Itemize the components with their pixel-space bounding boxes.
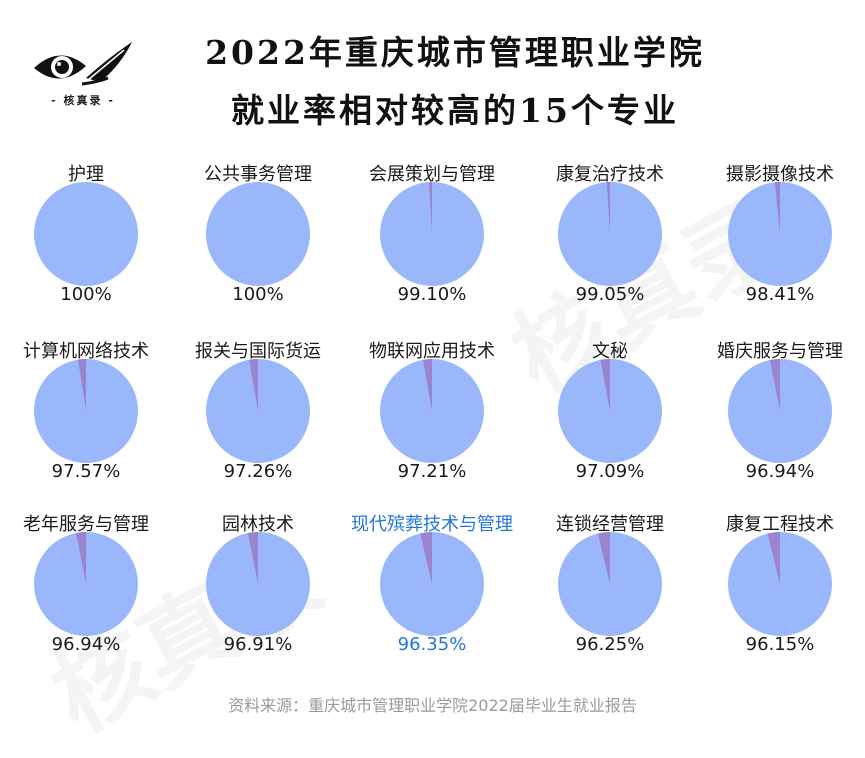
pie-slice-remainder (247, 532, 258, 584)
pie-title: 会展策划与管理 (369, 164, 495, 185)
pie-value-label: 97.26% (223, 461, 293, 482)
pie-slice-remainder (606, 182, 610, 234)
pie-cell: 康复治疗技术 99.05% (524, 160, 696, 310)
page-title-line-2: 就业率相对较高的15个专业 (231, 91, 679, 130)
pie-chart (728, 359, 832, 463)
pie-chart (558, 182, 662, 286)
pie-slice-remainder (420, 532, 432, 584)
pie-title: 园林技术 (222, 514, 294, 535)
pie-title: 婚庆服务与管理 (717, 341, 843, 362)
pie-value-label: 96.94% (745, 461, 815, 482)
page-title-line-1: 2022年重庆城市管理职业学院 (205, 33, 705, 72)
pie-cell: 计算机网络技术 97.57% (0, 337, 172, 487)
pie-chart (558, 359, 662, 463)
pie-title: 报关与国际货运 (195, 341, 321, 362)
pie-title: 计算机网络技术 (23, 341, 149, 362)
pie-title: 公共事务管理 (204, 164, 312, 185)
pie-cell: 摄影摄像技术 98.41% (694, 160, 865, 310)
pie-slice-remainder (78, 359, 86, 411)
pie-cell: 连锁经营管理 96.25% (524, 510, 696, 660)
logo-text: - 核真录 - (51, 94, 115, 107)
pie-title: 文秘 (592, 341, 628, 362)
pie-value-label: 99.10% (397, 284, 467, 305)
pie-chart (206, 532, 310, 636)
pie-value-label: 97.21% (397, 461, 467, 482)
pie-value-label: 96.25% (575, 634, 645, 655)
pie-cell: 老年服务与管理 96.94% (0, 510, 172, 660)
pie-chart (380, 359, 484, 463)
pie-slice-remainder (429, 182, 432, 234)
pie-value-label: 96.94% (51, 634, 121, 655)
pie-slice-remainder (422, 359, 432, 411)
pie-cell: 报关与国际货运 97.26% (172, 337, 344, 487)
pie-title: 老年服务与管理 (23, 514, 149, 535)
pie-value-label: 97.57% (51, 461, 121, 482)
pie-cell: 现代殡葬技术与管理 96.35% (346, 510, 518, 660)
pie-chart (34, 182, 138, 286)
pie-value-label: 98.41% (745, 284, 815, 305)
pie-chart (728, 532, 832, 636)
logo: - 核真录 - (28, 38, 138, 110)
pie-title: 现代殡葬技术与管理 (351, 514, 513, 535)
source-note: 资料来源：重庆城市管理职业学院2022届毕业生就业报告 (228, 696, 637, 715)
pie-value-label: 96.35% (397, 634, 467, 655)
pie-slice-remainder (600, 359, 610, 411)
pie-cell: 康复工程技术 96.15% (694, 510, 865, 660)
pie-cell: 会展策划与管理 99.10% (346, 160, 518, 310)
pie-title: 摄影摄像技术 (726, 164, 834, 185)
pie-cell: 物联网应用技术 97.21% (346, 337, 518, 487)
pie-chart (206, 359, 310, 463)
pie-slice-remainder (249, 359, 258, 411)
pie-slice-remainder (76, 532, 86, 584)
pie-chart (34, 359, 138, 463)
pie-title: 康复治疗技术 (556, 164, 664, 185)
pie-cell: 婚庆服务与管理 96.94% (694, 337, 865, 487)
pie-value-label: 99.05% (575, 284, 645, 305)
pie-chart (558, 532, 662, 636)
pie-cell: 园林技术 96.91% (172, 510, 344, 660)
pie-value-label: 97.09% (575, 461, 645, 482)
pie-slice-remainder (597, 532, 610, 584)
pie-slice-remainder (774, 182, 780, 234)
pie-chart (728, 182, 832, 286)
pie-cell: 护理 100% (0, 160, 172, 310)
pie-slice-remainder (767, 532, 780, 584)
pie-title: 康复工程技术 (726, 514, 834, 535)
pie-value-label: 96.15% (745, 634, 815, 655)
pie-slice-main (34, 182, 138, 286)
pie-chart (206, 182, 310, 286)
pie-value-label: 96.91% (223, 634, 293, 655)
pie-title: 物联网应用技术 (369, 341, 495, 362)
pie-chart (34, 532, 138, 636)
pie-chart (380, 182, 484, 286)
pie-title: 护理 (68, 164, 104, 185)
pie-slice-main (206, 182, 310, 286)
pie-value-label: 100% (60, 284, 112, 305)
pie-slice-remainder (770, 359, 780, 411)
pie-value-label: 100% (232, 284, 284, 305)
pie-cell: 公共事务管理 100% (172, 160, 344, 310)
pie-title: 连锁经营管理 (556, 514, 664, 535)
pie-cell: 文秘 97.09% (524, 337, 696, 487)
eye-feather-logo-icon (34, 42, 132, 86)
pie-chart (380, 532, 484, 636)
